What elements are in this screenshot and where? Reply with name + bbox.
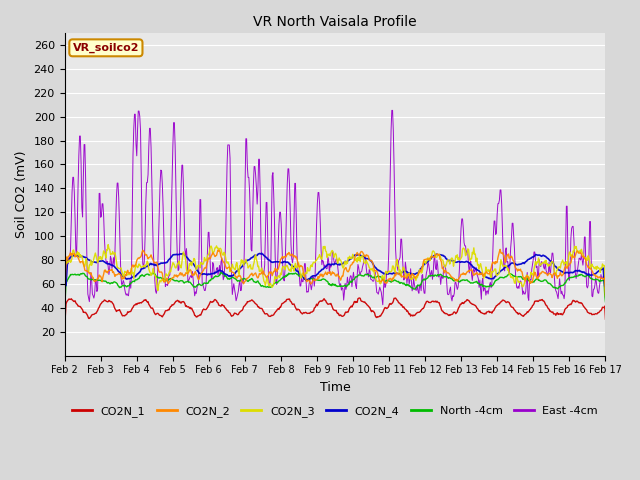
Title: VR North Vaisala Profile: VR North Vaisala Profile <box>253 15 417 29</box>
Y-axis label: Soil CO2 (mV): Soil CO2 (mV) <box>15 151 28 238</box>
Text: VR_soilco2: VR_soilco2 <box>73 43 139 53</box>
X-axis label: Time: Time <box>319 381 350 394</box>
Legend: CO2N_1, CO2N_2, CO2N_3, CO2N_4, North -4cm, East -4cm: CO2N_1, CO2N_2, CO2N_3, CO2N_4, North -4… <box>67 401 602 421</box>
